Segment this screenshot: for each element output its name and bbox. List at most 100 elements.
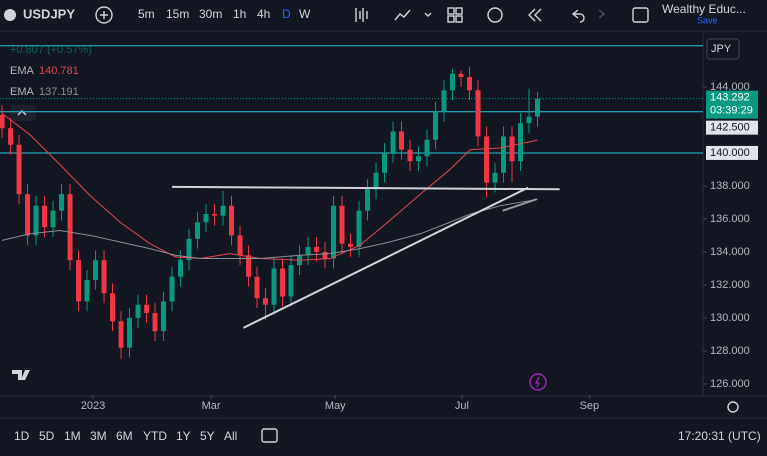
candle-body — [424, 139, 430, 157]
search-icon[interactable] — [4, 9, 16, 21]
range-button[interactable]: 3M — [90, 429, 107, 443]
candle-body — [220, 205, 226, 216]
interval[interactable]: 30m — [199, 7, 222, 21]
legend-value: 140.781 — [39, 65, 79, 77]
range-button[interactable]: 1M — [64, 429, 81, 443]
indicators-icon[interactable] — [394, 9, 411, 21]
candle-body — [373, 172, 379, 190]
layout-name[interactable]: Wealthy Educ... — [662, 2, 746, 16]
hline-badge — [706, 145, 758, 160]
candle-body — [390, 131, 396, 153]
candle-body — [331, 205, 337, 259]
candle-body — [42, 205, 48, 228]
candle-body — [152, 312, 158, 332]
clock: 17:20:31 (UTC) — [678, 429, 761, 443]
range-button[interactable]: 1D — [14, 429, 30, 443]
candle-body — [169, 276, 175, 302]
trendline — [172, 185, 560, 191]
candle-body — [356, 210, 362, 247]
candle-body — [365, 189, 371, 211]
price-badge-label: 143.292 — [710, 92, 750, 104]
range-button[interactable]: 5Y — [200, 429, 215, 443]
alert-icon[interactable] — [487, 7, 503, 23]
y-tick-label: 138.000 — [710, 180, 750, 192]
y-tick-label: 130.000 — [710, 312, 750, 324]
candle-body — [492, 172, 498, 183]
trendline — [242, 186, 529, 329]
candles-icon[interactable] — [355, 8, 368, 22]
trendline — [502, 198, 537, 212]
candle-body — [135, 304, 141, 318]
layout-icon[interactable] — [447, 7, 455, 15]
candle-body — [450, 73, 456, 91]
y-tick-label: 144.000 — [710, 81, 750, 93]
candle-body — [93, 260, 99, 280]
events-icon[interactable] — [529, 373, 547, 391]
y-tick-label: 126.000 — [710, 378, 750, 390]
replay-icon[interactable] — [528, 8, 542, 22]
interval[interactable]: 1h — [233, 7, 246, 21]
candle-body — [535, 98, 541, 117]
currency[interactable]: JPY — [711, 43, 732, 55]
legend-value: 137.191 — [39, 86, 79, 98]
x-tick-label: May — [325, 400, 346, 412]
candle-body — [144, 304, 150, 313]
collapse-button[interactable] — [10, 105, 36, 121]
candle-body — [382, 152, 388, 173]
date-range-icon[interactable] — [261, 428, 278, 443]
candle-body — [271, 268, 277, 305]
candle-body — [84, 279, 90, 302]
fullscreen-icon[interactable] — [632, 7, 649, 23]
interval[interactable]: D — [282, 7, 291, 21]
redo-icon[interactable] — [598, 9, 606, 19]
candle-body — [484, 136, 490, 183]
range-button[interactable]: YTD — [143, 429, 167, 443]
undo-icon[interactable] — [571, 9, 585, 23]
candle-body — [458, 73, 464, 78]
y-tick-label: 136.000 — [710, 213, 750, 225]
candle-body — [518, 123, 524, 162]
hline-badge-label: 142.500 — [710, 122, 750, 134]
range-button[interactable]: All — [224, 429, 237, 443]
candle-body — [118, 321, 124, 348]
candle-body — [33, 205, 39, 236]
settings-icon[interactable] — [727, 401, 739, 413]
interval[interactable]: 4h — [257, 7, 270, 21]
x-tick-label: Jul — [455, 400, 469, 412]
candle-body — [50, 210, 56, 228]
candle-body — [127, 317, 133, 348]
candle-body — [467, 77, 473, 91]
candle-body — [67, 194, 73, 261]
interval[interactable]: 15m — [166, 7, 189, 21]
candle-body — [16, 144, 22, 195]
x-tick-label: Sep — [580, 400, 600, 412]
currency-button[interactable] — [706, 38, 740, 60]
candle-body — [203, 213, 209, 223]
candle-body — [441, 90, 447, 112]
layout-icon — [455, 7, 463, 15]
chevron[interactable] — [424, 12, 432, 17]
countdown: 03:39:29 — [710, 105, 753, 117]
compare-button[interactable] — [95, 6, 113, 24]
candle-body — [305, 246, 311, 256]
candle-body — [501, 136, 507, 173]
interval[interactable]: 5m — [138, 7, 155, 21]
range-button[interactable]: 1Y — [176, 429, 191, 443]
change-label: +0.807 (+0.57%) — [10, 44, 92, 56]
range-button[interactable]: 5D — [39, 429, 55, 443]
interval[interactable]: W — [299, 7, 311, 21]
candle-body — [280, 268, 286, 297]
candle-body — [178, 260, 184, 277]
ema-line — [1, 198, 538, 260]
range-button[interactable]: 6M — [116, 429, 133, 443]
price-badge — [706, 90, 758, 119]
candle-body — [110, 293, 116, 322]
layout-icon — [447, 15, 455, 23]
symbol[interactable]: USDJPY — [23, 6, 75, 21]
candle-body — [407, 149, 413, 162]
y-tick-label: 134.000 — [710, 246, 750, 258]
candle-body — [0, 114, 5, 129]
candle-body — [76, 260, 82, 302]
save-label[interactable]: Save — [697, 15, 718, 25]
